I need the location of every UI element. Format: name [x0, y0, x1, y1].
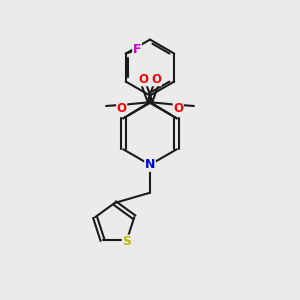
Text: O: O: [117, 101, 127, 115]
Text: O: O: [151, 73, 161, 86]
Text: O: O: [173, 101, 183, 115]
Text: F: F: [133, 43, 141, 56]
Text: S: S: [122, 235, 131, 248]
Text: N: N: [145, 158, 155, 171]
Text: O: O: [139, 73, 149, 86]
